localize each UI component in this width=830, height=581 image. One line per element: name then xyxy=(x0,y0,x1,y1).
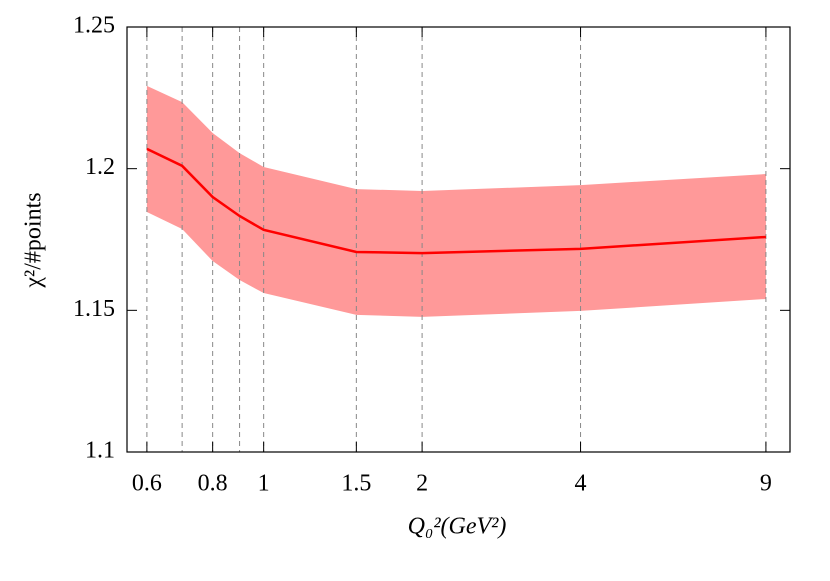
x-tick-label: 0.8 xyxy=(198,471,228,497)
y-tick-label: 1.15 xyxy=(73,296,115,322)
x-tick-label: 4 xyxy=(575,471,587,497)
x-tick-label: 2 xyxy=(416,471,428,497)
x-tick-label: 1.5 xyxy=(341,471,371,497)
line xyxy=(146,147,766,255)
y-tick-label: 1.2 xyxy=(85,154,115,180)
x-tick-label: 1 xyxy=(258,471,270,497)
y-axis-label: χ²/#points xyxy=(21,192,47,288)
error-band xyxy=(146,85,766,317)
y-tick-label: 1.25 xyxy=(73,13,115,39)
x-tick-label: 0.6 xyxy=(132,471,162,497)
x-axis-label: Q₀²(GeV²) xyxy=(408,514,507,540)
plot-frame xyxy=(126,26,791,453)
x-tick-label: 9 xyxy=(760,471,772,497)
y-tick-label: 1.1 xyxy=(85,438,115,464)
